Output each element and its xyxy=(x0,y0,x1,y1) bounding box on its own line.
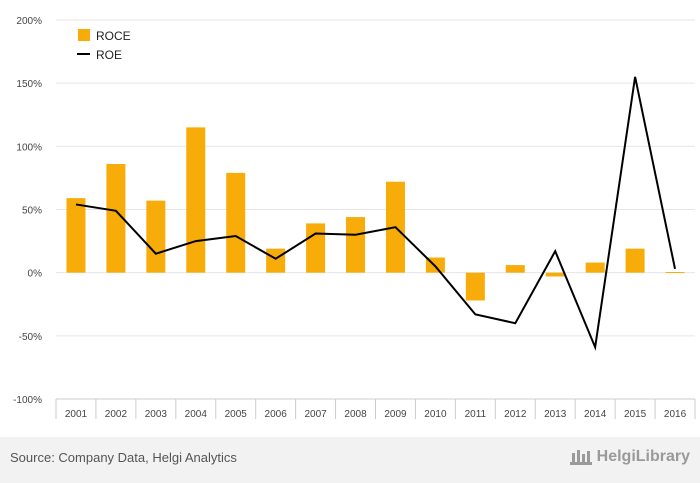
x-tick-label: 2010 xyxy=(424,409,447,420)
brand-name: HelgiLibrary xyxy=(596,448,690,465)
footer: Source: Company Data, Helgi Analytics He… xyxy=(0,437,700,483)
y-tick-label: -100% xyxy=(13,395,42,406)
roce-bar xyxy=(226,172,246,273)
x-tick-label: 2004 xyxy=(185,409,208,420)
y-tick-label: 0% xyxy=(28,269,43,280)
legend-swatch-roce xyxy=(78,29,90,41)
x-tick-label: 2016 xyxy=(664,409,687,420)
roce-bar xyxy=(146,200,166,273)
legend-label-roe: ROE xyxy=(96,48,122,62)
x-tick-label: 2006 xyxy=(265,409,288,420)
y-tick-label: 50% xyxy=(22,206,42,217)
x-tick-label: 2014 xyxy=(584,409,607,420)
roe-line xyxy=(75,76,677,351)
legend-label-roce: ROCE xyxy=(96,29,131,43)
roce-bar xyxy=(665,272,685,274)
y-tick-label: 200% xyxy=(16,16,42,27)
roce-bar xyxy=(585,262,605,273)
roce-bar xyxy=(186,127,206,273)
y-tick-label: 150% xyxy=(16,79,42,90)
x-tick-label: 2005 xyxy=(225,409,248,420)
x-tick-label: 2003 xyxy=(145,409,168,420)
helgi-library-icon xyxy=(569,450,592,465)
x-tick-label: 2002 xyxy=(105,409,128,420)
roce-bars xyxy=(66,127,685,301)
chart: -100%-50%0%50%100%150%200% 2001 2002 2003 2… xyxy=(13,16,696,420)
x-tick-label: 2008 xyxy=(344,409,367,420)
roce-bar xyxy=(306,223,326,273)
y-axis-ticks: -100% -50% 0% 50% 100% 150% 200% xyxy=(13,16,42,406)
roe-line-path xyxy=(75,76,677,351)
roce-bar xyxy=(465,272,485,301)
x-tick-label: 2011 xyxy=(465,409,487,420)
legend: ROCE ROE xyxy=(77,29,131,62)
roce-bar xyxy=(266,248,286,273)
roce-bar xyxy=(625,248,645,273)
x-tick-label: 2001 xyxy=(65,409,88,420)
brand-logo[interactable]: HelgiLibrary xyxy=(569,447,690,467)
source-text: Source: Company Data, Helgi Analytics xyxy=(10,450,237,465)
roce-bar xyxy=(66,198,86,273)
roce-bar xyxy=(505,265,525,273)
roce-bar xyxy=(346,217,366,273)
roce-bar xyxy=(106,164,126,273)
x-tick-label: 2012 xyxy=(504,409,527,420)
x-axis: 2001 2002 2003 2004 2005 2006 2007 2008 2009 2010… xyxy=(55,398,696,420)
x-tick-label: 2007 xyxy=(304,409,327,420)
x-tick-label: 2015 xyxy=(624,409,647,420)
x-tick-label: 2009 xyxy=(384,409,407,420)
y-tick-label: -50% xyxy=(19,332,42,343)
x-tick-label: 2013 xyxy=(544,409,567,420)
y-tick-label: 100% xyxy=(16,142,42,153)
roce-bar xyxy=(545,272,565,277)
